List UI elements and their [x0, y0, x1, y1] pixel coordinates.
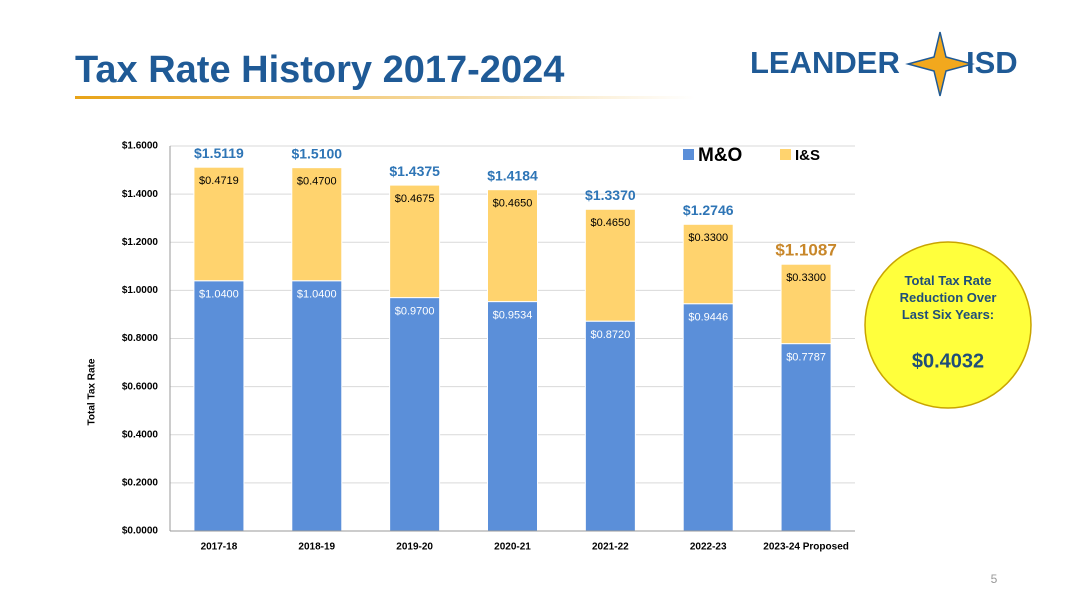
value-label: $0.4650 [493, 198, 533, 210]
value-label: $1.0400 [297, 289, 337, 301]
bar-segment [487, 189, 538, 303]
x-tick-label: 2019-20 [396, 542, 433, 553]
y-tick-label: $1.4000 [122, 189, 159, 200]
y-axis-label: Total Tax Rate [87, 358, 98, 425]
plot: $0.0000 $0.2000 $0.4000 $0.6000 $0.8000 $1.00… [122, 141, 855, 553]
x-tick-label: 2018-19 [298, 542, 335, 553]
x-tick-label: 2017-18 [201, 542, 238, 553]
value-label: $0.8720 [590, 329, 630, 341]
value-label: $0.7787 [786, 352, 826, 364]
value-label: $0.4700 [297, 176, 337, 188]
value-label: $0.4650 [590, 217, 630, 229]
y-tick-label: $1.0000 [122, 285, 159, 296]
bar-segment [389, 297, 441, 532]
x-tick-label: 2021-22 [592, 542, 629, 553]
bar-segment [193, 280, 245, 532]
bar-segment [682, 303, 734, 532]
y-tick-label: $0.8000 [122, 333, 159, 344]
value-label: $0.4675 [395, 193, 435, 205]
logo-text: LEANDER [750, 45, 900, 80]
value-label: $0.3300 [786, 272, 826, 284]
bar-segment [584, 208, 636, 322]
legend-swatch [683, 149, 694, 160]
callout-text: Total Tax Rate Reduction Over Last Six Y… [899, 273, 997, 322]
x-tick-label: 2022-23 [690, 542, 727, 553]
y-tick-label: $0.0000 [122, 526, 159, 537]
bar-segment [291, 167, 343, 282]
total-label: $1.5100 [291, 145, 342, 161]
bar-segment [389, 184, 441, 299]
y-tick-label: $1.6000 [122, 141, 159, 152]
x-tick-label: 2020-21 [494, 542, 531, 553]
x-tick-label: 2023-24 Proposed [763, 542, 849, 553]
y-tick-label: $0.6000 [122, 381, 159, 392]
bar-segment [682, 223, 734, 305]
page-number: 5 [991, 572, 998, 586]
value-label: $0.9534 [493, 309, 533, 321]
legend-label: I&S [795, 147, 820, 164]
value-label: $0.9700 [395, 306, 435, 318]
total-label: $1.4184 [487, 167, 538, 183]
bar-segment [291, 280, 343, 532]
bar-segment [487, 301, 538, 532]
value-label: $1.0400 [199, 289, 239, 301]
legend-swatch [780, 149, 791, 160]
y-tick-label: $0.2000 [122, 478, 159, 489]
value-label: $0.9446 [688, 312, 728, 324]
total-label: $1.4375 [389, 163, 440, 179]
total-label: $1.5119 [194, 145, 244, 161]
bar-segment [780, 343, 832, 532]
legend-label: M&O [698, 145, 742, 166]
y-tick-label: $0.4000 [122, 429, 159, 440]
logo-star [905, 31, 975, 97]
callout-box: Total Tax Rate Reduction Over Last Six Y… [899, 273, 997, 322]
total-label: $1.2746 [683, 202, 734, 218]
bar-segment [584, 320, 636, 532]
bar-segment [780, 263, 832, 345]
total-label: $1.1087 [775, 241, 836, 260]
title-underline [75, 96, 695, 99]
total-label: $1.3370 [585, 187, 636, 203]
callout-circle [864, 241, 1032, 409]
slide-title: Tax Rate History 2017-2024 [75, 49, 564, 91]
y-tick-label: $1.2000 [122, 237, 159, 248]
logo-text: ISD [966, 45, 1018, 80]
value-label: $0.4719 [199, 175, 239, 187]
bar-segment [193, 166, 245, 282]
callout-value: $0.4032 [912, 350, 984, 372]
value-label: $0.3300 [688, 232, 728, 244]
